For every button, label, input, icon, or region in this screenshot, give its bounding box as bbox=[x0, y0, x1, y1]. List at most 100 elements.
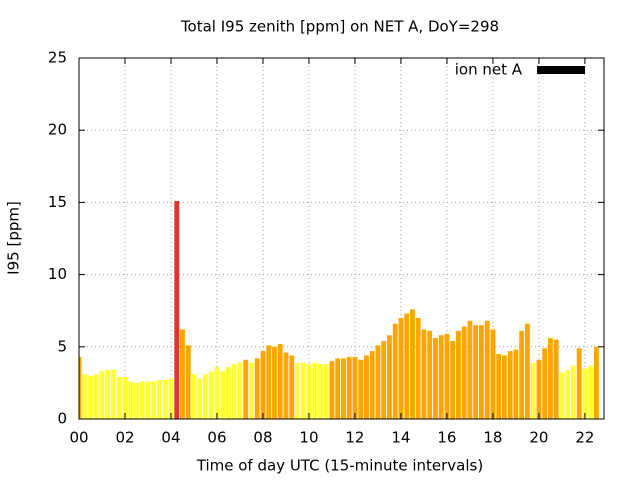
bar bbox=[116, 377, 122, 419]
bar bbox=[168, 378, 174, 419]
bar bbox=[404, 313, 410, 419]
bar bbox=[553, 339, 559, 419]
bar bbox=[79, 356, 82, 419]
bar bbox=[536, 359, 542, 419]
bar bbox=[398, 317, 404, 419]
bar bbox=[174, 200, 180, 419]
bar bbox=[496, 354, 502, 419]
bar bbox=[82, 374, 88, 419]
bar bbox=[300, 362, 306, 419]
bar bbox=[490, 329, 496, 419]
bar bbox=[139, 381, 145, 419]
bar bbox=[519, 330, 525, 419]
bar bbox=[312, 362, 318, 419]
legend-key bbox=[537, 66, 585, 74]
bar bbox=[346, 356, 352, 419]
bar bbox=[105, 369, 111, 419]
bar bbox=[208, 371, 214, 419]
bar bbox=[392, 323, 398, 419]
bar bbox=[266, 345, 272, 419]
bar bbox=[329, 361, 335, 419]
bar bbox=[93, 374, 99, 419]
bar bbox=[502, 355, 507, 419]
bar bbox=[185, 345, 191, 419]
bar bbox=[243, 359, 249, 419]
x-tick-label: 02 bbox=[115, 429, 134, 447]
bar bbox=[369, 351, 375, 419]
bar bbox=[450, 341, 456, 419]
chart-title: Total I95 zenith [ppm] on NET A, DoY=298 bbox=[180, 18, 499, 36]
x-tick-label: 16 bbox=[437, 429, 456, 447]
bar bbox=[122, 377, 128, 419]
bar bbox=[99, 371, 105, 419]
bar bbox=[277, 343, 283, 419]
bar bbox=[513, 349, 519, 419]
bar bbox=[433, 338, 438, 419]
bar bbox=[203, 374, 208, 419]
bar bbox=[387, 335, 392, 419]
bar bbox=[375, 345, 381, 419]
bar bbox=[559, 372, 565, 419]
x-tick-label: 06 bbox=[207, 429, 226, 447]
bar bbox=[571, 365, 576, 419]
bar bbox=[214, 367, 220, 419]
bar bbox=[306, 364, 312, 419]
bar bbox=[364, 355, 369, 419]
legend-label: ion net A bbox=[455, 61, 523, 79]
bar bbox=[134, 382, 139, 419]
bar bbox=[410, 309, 415, 419]
bar bbox=[381, 341, 387, 419]
bar bbox=[191, 374, 197, 419]
x-tick-label: 08 bbox=[253, 429, 272, 447]
x-tick-label: 10 bbox=[299, 429, 318, 447]
x-tick-label: 12 bbox=[345, 429, 364, 447]
x-tick-label: 22 bbox=[575, 429, 594, 447]
bar bbox=[438, 335, 444, 419]
x-tick-label: 04 bbox=[161, 429, 180, 447]
bar bbox=[283, 352, 289, 419]
bar bbox=[484, 320, 490, 419]
bar bbox=[542, 348, 548, 419]
y-tick-label: 10 bbox=[48, 265, 67, 283]
bar bbox=[444, 333, 450, 419]
bar bbox=[427, 330, 433, 419]
bar bbox=[260, 351, 266, 419]
bar bbox=[157, 380, 162, 419]
bar bbox=[249, 362, 254, 419]
x-tick-label: 00 bbox=[69, 429, 88, 447]
bar bbox=[582, 368, 588, 419]
y-tick-label: 5 bbox=[57, 337, 67, 355]
y-tick-label: 25 bbox=[48, 49, 67, 67]
bar bbox=[295, 362, 300, 419]
bar bbox=[128, 381, 134, 419]
plot-border bbox=[78, 57, 605, 420]
bar bbox=[593, 346, 599, 419]
bar bbox=[231, 364, 237, 419]
bar bbox=[530, 362, 536, 419]
bar bbox=[421, 329, 427, 419]
bar bbox=[565, 369, 571, 419]
bar bbox=[415, 317, 421, 419]
y-axis-label: I95 [ppm] bbox=[5, 201, 23, 275]
bar bbox=[352, 356, 358, 419]
bar bbox=[237, 362, 243, 419]
bar bbox=[289, 355, 295, 419]
bar bbox=[467, 320, 473, 419]
y-tick-label: 15 bbox=[48, 193, 67, 211]
bar bbox=[588, 365, 594, 419]
bar bbox=[461, 326, 467, 419]
bar bbox=[576, 348, 582, 419]
bar bbox=[341, 358, 346, 419]
bar bbox=[318, 364, 323, 419]
x-tick-label: 20 bbox=[529, 429, 548, 447]
bar bbox=[226, 367, 231, 419]
y-tick-label: 20 bbox=[48, 121, 67, 139]
bar bbox=[162, 380, 168, 419]
bar bbox=[145, 381, 151, 419]
bar bbox=[197, 378, 203, 419]
bar bbox=[151, 381, 157, 419]
bar bbox=[456, 330, 461, 419]
bar bbox=[220, 371, 226, 419]
bar bbox=[479, 325, 484, 419]
